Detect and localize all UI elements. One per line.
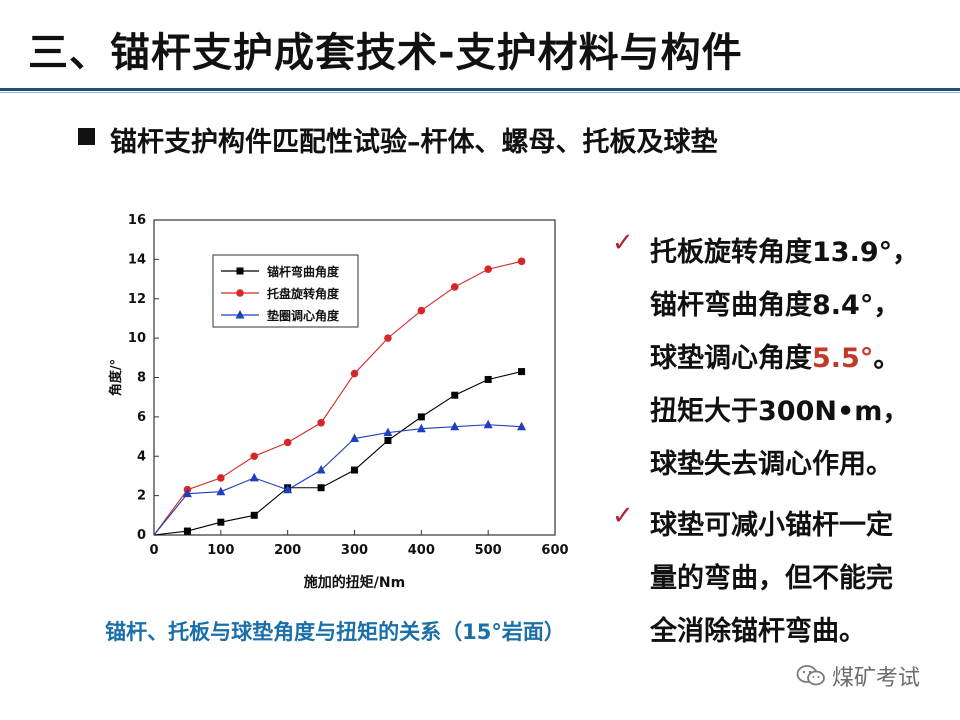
note-line: 球垫失去调心作用。 <box>650 449 893 480</box>
y-tick-label: 4 <box>137 449 146 464</box>
data-point <box>350 433 359 443</box>
data-point <box>484 375 492 383</box>
data-point <box>216 486 226 496</box>
data-point <box>250 511 258 519</box>
series-triangle <box>153 419 527 536</box>
data-point <box>317 418 325 427</box>
y-tick-label: 6 <box>137 410 146 425</box>
y-axis-label: 角度/° <box>108 359 124 396</box>
legend-label: 托盘旋转角度 <box>267 286 340 301</box>
data-point <box>450 421 460 431</box>
data-point <box>483 419 493 429</box>
check-icon: ✓ <box>612 228 634 258</box>
y-tick-label: 0 <box>137 528 146 543</box>
page-title: 三、锚杆支护成套技术-支护材料与构件 <box>28 30 743 76</box>
note-line: 量的弯曲，但不能完 <box>650 563 893 594</box>
data-point <box>450 283 459 291</box>
series-square <box>153 368 526 536</box>
watermark-text: 煤矿考试 <box>832 666 921 691</box>
note-line-highlight: 球垫调心角度5.5°。 <box>650 343 901 374</box>
data-point <box>250 452 259 461</box>
data-point <box>417 413 425 421</box>
x-axis-label: 施加的扭矩/Nm <box>304 574 405 591</box>
square-bullet-icon <box>78 128 95 145</box>
data-point <box>249 472 259 482</box>
note-line: 托板旋转角度13.9°， <box>650 237 920 268</box>
data-point <box>183 527 191 535</box>
data-point <box>417 306 426 315</box>
data-point <box>317 484 325 492</box>
data-point <box>351 466 358 474</box>
note-line: 锚杆弯曲角度8.4°， <box>650 290 901 321</box>
data-point <box>283 438 292 447</box>
data-point <box>451 391 459 399</box>
data-point <box>518 368 526 376</box>
title-divider-accent <box>0 92 960 93</box>
data-point <box>350 369 359 378</box>
note-item-bending: ✓ 球垫可减小锚杆一定 量的弯曲，但不能完 全消除锚杆弯曲。 <box>612 499 952 658</box>
title-divider <box>0 88 960 91</box>
x-tick-label: 100 <box>207 543 234 558</box>
note-line: 扭矩大于300N•m， <box>650 396 910 427</box>
chart-caption: 锚杆、托板与球垫角度与扭矩的关系（15°岩面） <box>105 620 565 644</box>
x-tick-label: 300 <box>341 543 368 558</box>
series-line <box>153 371 522 536</box>
series-line <box>153 260 522 536</box>
section-subtitle: 锚杆支护构件匹配性试验–杆体、螺母、托板及球垫 <box>110 127 718 158</box>
data-point <box>384 437 392 444</box>
y-tick-label: 12 <box>128 292 146 307</box>
wechat-icon <box>796 665 825 686</box>
series-circle <box>153 257 526 536</box>
y-tick-label: 8 <box>137 371 146 386</box>
torque-angle-chart: 0 100 200 300 400 500 600 0 2 4 6 8 10 12 14 16 施加的扭矩/Nm… <box>108 213 569 591</box>
y-tick-label: 10 <box>128 331 146 346</box>
x-tick-label: 600 <box>541 543 568 558</box>
data-point <box>217 474 225 482</box>
y-tick-label: 14 <box>128 252 146 267</box>
x-tick-label: 0 <box>149 543 158 558</box>
data-point <box>484 265 492 274</box>
y-tick-label: 16 <box>128 213 146 228</box>
conclusion-notes: ✓ 托板旋转角度13.9°， 锚杆弯曲角度8.4°， 球垫调心角度5.5°。 扭… <box>612 226 952 666</box>
data-point <box>235 310 245 319</box>
x-tick-label: 200 <box>274 543 301 558</box>
data-point <box>236 267 244 275</box>
watermark: 煤矿考试 <box>796 660 920 692</box>
x-tick-label: 500 <box>475 543 502 558</box>
data-point <box>416 423 426 433</box>
note-item-rotation: ✓ 托板旋转角度13.9°， 锚杆弯曲角度8.4°， 球垫调心角度5.5°。 扭… <box>612 226 952 491</box>
data-point <box>383 427 393 437</box>
data-point <box>517 421 527 431</box>
data-point <box>384 334 392 342</box>
check-icon: ✓ <box>612 501 634 531</box>
series-line <box>153 424 522 536</box>
data-point <box>182 488 192 498</box>
note-line: 球垫可减小锚杆一定 <box>650 510 893 541</box>
data-point <box>517 257 526 266</box>
note-line: 全消除锚杆弯曲。 <box>650 616 866 647</box>
highlight-value: 5.5° <box>812 343 874 374</box>
data-point <box>283 484 293 494</box>
legend-label: 垫圈调心角度 <box>267 308 340 323</box>
legend-label: 锚杆弯曲角度 <box>267 264 340 279</box>
x-tick-label: 400 <box>408 543 435 558</box>
data-point <box>316 465 326 474</box>
data-point <box>217 518 225 526</box>
data-point <box>236 289 244 297</box>
y-tick-label: 2 <box>137 489 146 504</box>
